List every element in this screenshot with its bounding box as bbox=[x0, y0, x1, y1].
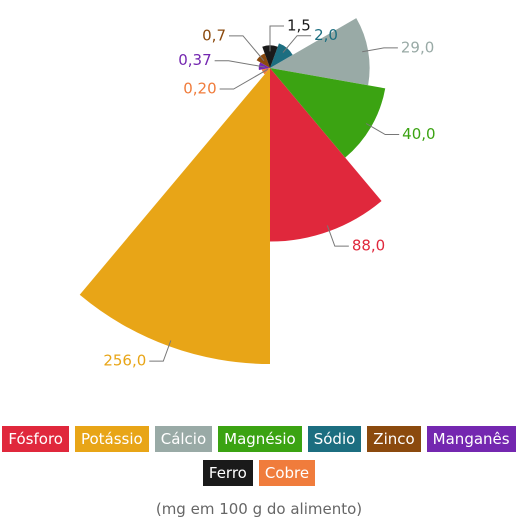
leader-line bbox=[214, 60, 265, 68]
legend-item[interactable]: Zinco bbox=[367, 426, 421, 452]
data-label: 1,5 bbox=[287, 17, 311, 35]
leader-line bbox=[229, 35, 265, 62]
slice bbox=[79, 68, 271, 364]
data-label: 40,0 bbox=[402, 125, 435, 143]
data-label: 0,7 bbox=[202, 26, 226, 44]
data-label: 2,0 bbox=[314, 26, 338, 44]
legend-item[interactable]: Potássio bbox=[74, 426, 149, 452]
data-label: 0,37 bbox=[178, 51, 211, 69]
slice bbox=[270, 68, 386, 158]
legend-item[interactable]: Ferro bbox=[202, 460, 253, 486]
data-label: 88,0 bbox=[352, 237, 385, 255]
legend-item[interactable]: Fósforo bbox=[2, 426, 69, 452]
leader-line bbox=[326, 225, 349, 247]
subtitle: (mg em 100 g do alimento) bbox=[155, 500, 363, 518]
legend-item[interactable]: Cobre bbox=[258, 460, 316, 486]
legend: Fósforo Potássio Cálcio Magnésio Sódio Zinco M… bbox=[0, 426, 518, 486]
leader-line bbox=[149, 340, 172, 362]
chart: 88,0 256,0 29,0 40,0 2,0 0,7 0,37 1,5 0,20 bbox=[79, 17, 436, 370]
slice bbox=[270, 43, 293, 68]
leader-line bbox=[282, 35, 312, 53]
slice bbox=[262, 45, 278, 68]
leader-line bbox=[362, 47, 398, 53]
legend-item[interactable]: Manganês bbox=[426, 426, 516, 452]
slice bbox=[270, 18, 370, 86]
data-label: 29,0 bbox=[401, 38, 434, 56]
legend-item[interactable]: Cálcio bbox=[154, 426, 213, 452]
leader-line bbox=[365, 123, 400, 136]
data-label: 256,0 bbox=[103, 352, 146, 370]
leader-line bbox=[269, 25, 284, 52]
legend-item[interactable]: Sódio bbox=[307, 426, 362, 452]
data-label: 0,20 bbox=[183, 80, 216, 98]
slice bbox=[258, 62, 270, 70]
legend-item[interactable]: Magnésio bbox=[218, 426, 302, 452]
slice bbox=[270, 68, 382, 242]
leader-line bbox=[219, 68, 269, 90]
